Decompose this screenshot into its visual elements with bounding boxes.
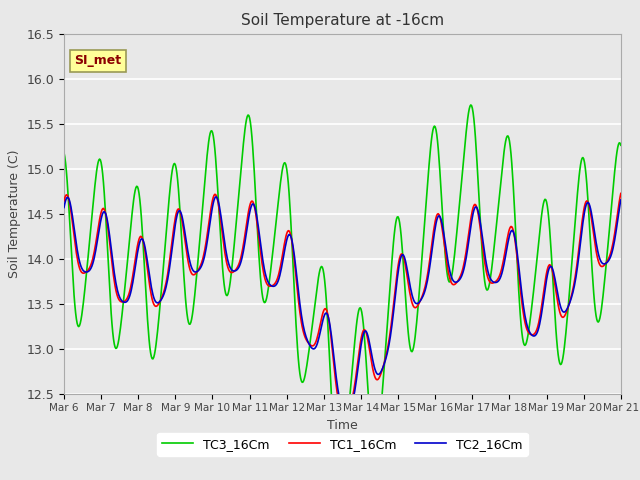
TC1_16Cm [566, 296, 574, 302]
X-axis label: Time: Time [327, 419, 358, 432]
Line: TC2_16Cm: TC2_16Cm [64, 197, 621, 412]
TC1_16Cm [60, 198, 68, 204]
TC1_16Cm [617, 191, 625, 196]
TC2_16Cm [60, 204, 68, 210]
TC2_16Cm [617, 197, 625, 203]
TC3_16Cm [334, 475, 342, 480]
Title: Soil Temperature at -16cm: Soil Temperature at -16cm [241, 13, 444, 28]
TC3_16Cm [389, 249, 397, 254]
TC3_16Cm [60, 150, 68, 156]
TC1_16Cm [340, 410, 348, 416]
Line: TC1_16Cm: TC1_16Cm [64, 193, 621, 413]
TC2_16Cm [568, 295, 575, 301]
TC3_16Cm [206, 131, 214, 136]
TC3_16Cm [444, 274, 451, 279]
TC2_16Cm [335, 391, 342, 396]
TC1_16Cm [206, 211, 214, 217]
TC1_16Cm [389, 310, 397, 315]
Line: TC3_16Cm: TC3_16Cm [64, 105, 621, 480]
TC2_16Cm [206, 219, 214, 225]
TC1_16Cm [444, 265, 451, 271]
TC1_16Cm [182, 247, 190, 252]
TC1_16Cm [334, 394, 342, 399]
TC3_16Cm [182, 303, 190, 309]
TC3_16Cm [568, 267, 575, 273]
Y-axis label: Soil Temperature (C): Soil Temperature (C) [8, 149, 21, 278]
TC2_16Cm [182, 238, 190, 244]
TC2_16Cm [342, 409, 350, 415]
TC3_16Cm [335, 477, 343, 480]
TC3_16Cm [467, 102, 475, 108]
TC2_16Cm [390, 310, 397, 315]
TC3_16Cm [617, 143, 625, 148]
Legend: TC3_16Cm, TC1_16Cm, TC2_16Cm: TC3_16Cm, TC1_16Cm, TC2_16Cm [157, 433, 528, 456]
TC2_16Cm [445, 261, 452, 267]
TC2_16Cm [212, 194, 220, 200]
Text: SI_met: SI_met [74, 54, 121, 67]
